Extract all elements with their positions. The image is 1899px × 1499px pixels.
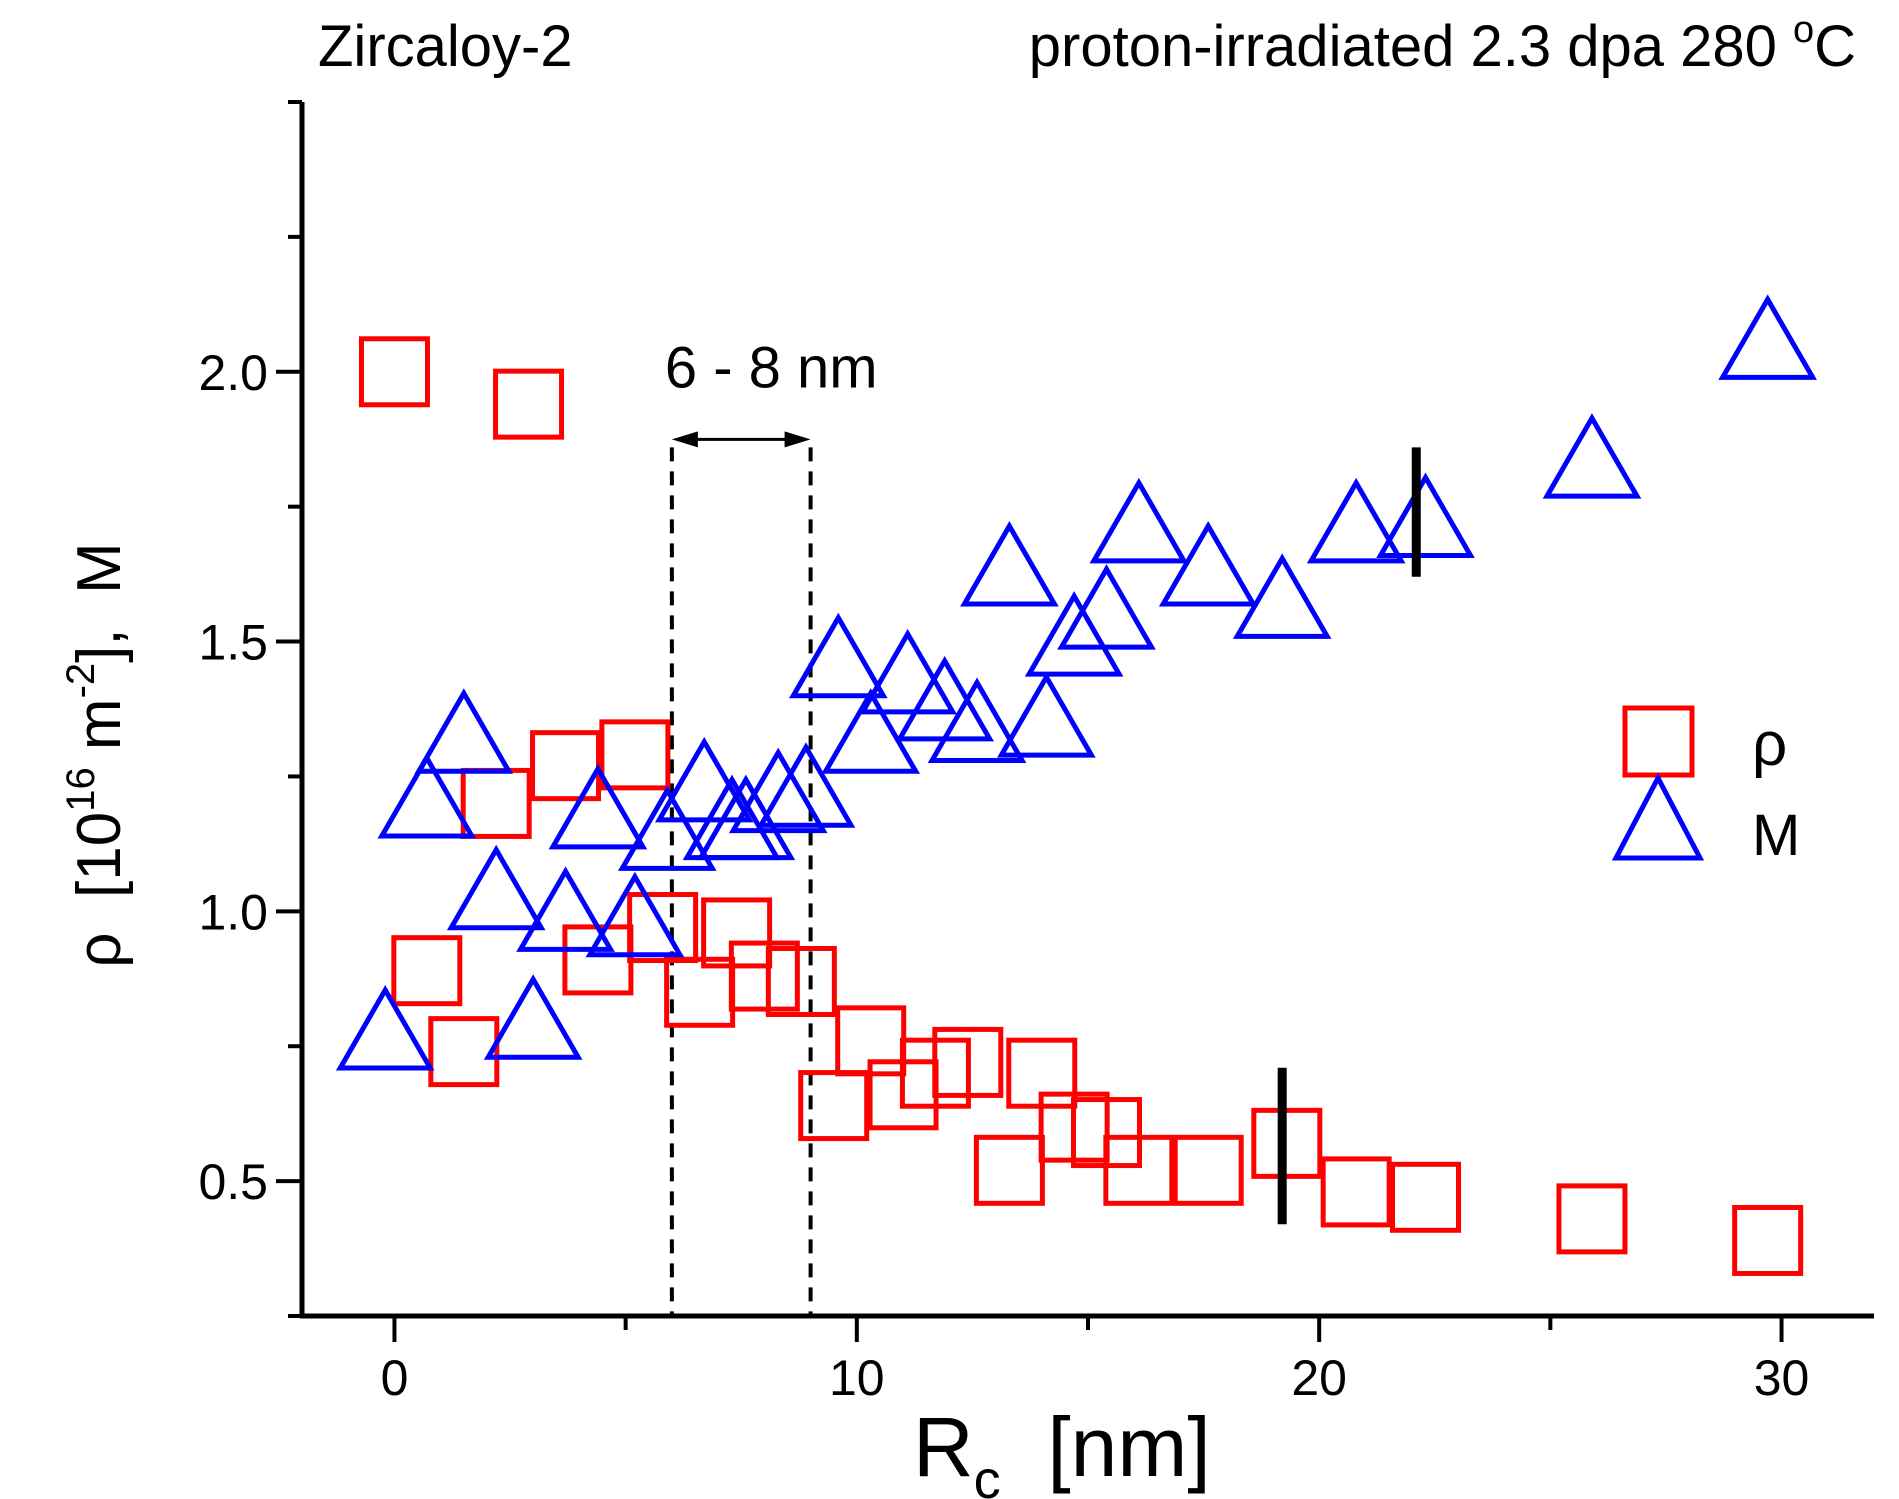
data-point-M <box>1376 472 1475 558</box>
chart-title-right-degree: o <box>1793 9 1814 51</box>
data-point-M <box>414 688 514 774</box>
data-point-rho <box>728 940 800 1012</box>
data-point-rho <box>1390 1161 1462 1233</box>
data-point-rho <box>460 767 532 839</box>
data-point-rho <box>664 956 736 1028</box>
x-axis-label: Rc [nm] <box>913 1400 1211 1499</box>
y-axis-label-sup2: -2 <box>59 663 103 699</box>
data-point-rho <box>428 1016 500 1088</box>
legend-marker-M <box>1611 772 1705 861</box>
data-point-M <box>377 753 477 839</box>
data-point-M <box>335 985 435 1071</box>
chart-title-left: Zircaloy-2 <box>318 14 573 79</box>
data-point-rho <box>1172 1134 1244 1206</box>
data-point-M <box>821 688 921 774</box>
data-point-rho <box>391 935 463 1007</box>
data-point-rho <box>1251 1107 1323 1179</box>
data-point-M <box>516 866 615 952</box>
y-tick-label: 1.0 <box>198 884 268 940</box>
data-point-M <box>617 785 717 871</box>
data-point-M <box>960 521 1059 607</box>
range-arrow-head-left <box>671 431 698 448</box>
data-point-M <box>446 844 546 931</box>
legend: ρ M <box>1611 705 1800 868</box>
data-point-M <box>483 974 583 1060</box>
data-point-M <box>1718 294 1817 380</box>
y-tick-label: 2.0 <box>198 345 268 401</box>
plot-axes <box>276 100 1874 1342</box>
x-axis-label-sub: c <box>974 1450 1001 1499</box>
data-point-M <box>756 742 856 828</box>
range-annotation <box>669 431 813 1316</box>
y-tick-labels: 0.5 1.0 1.5 2.0 <box>198 345 268 1210</box>
data-point-rho <box>1320 1156 1392 1228</box>
data-point-M <box>1024 591 1124 677</box>
y-axis-label-a: ρ [10 <box>65 812 134 968</box>
data-point-M <box>728 747 828 834</box>
x-axis-label-r: R <box>913 1400 974 1494</box>
data-point-rho <box>493 368 565 440</box>
y-axis-label-sup1: 16 <box>59 767 103 812</box>
data-point-rho <box>1732 1204 1804 1276</box>
data-point-rho <box>627 892 699 964</box>
range-label: 6 - 8 nm <box>665 335 878 400</box>
series-M <box>335 294 1817 1071</box>
x-tick-label: 0 <box>381 1350 409 1406</box>
x-tick-label: 30 <box>1754 1350 1810 1406</box>
data-point-rho <box>599 719 671 791</box>
data-point-M <box>927 677 1027 763</box>
legend-label-M: M <box>1752 803 1800 868</box>
data-point-M <box>696 774 796 861</box>
y-tick-label: 0.5 <box>198 1154 268 1210</box>
data-point-rho <box>798 1070 870 1142</box>
y-axis-label: ρ [1016 m-2], M <box>59 542 134 967</box>
chart-title-right-unit: C <box>1814 14 1856 79</box>
data-point-M <box>548 763 648 850</box>
data-point-M <box>789 612 888 699</box>
x-tick-label: 10 <box>829 1350 885 1406</box>
chart-title-right-main: proton-irradiated 2.3 dpa 280 <box>1029 14 1793 79</box>
data-point-rho <box>358 336 430 408</box>
data-point-M <box>997 672 1096 758</box>
data-point-M <box>1057 564 1156 650</box>
error-bars <box>1277 447 1421 1225</box>
series-rho <box>358 336 1804 1276</box>
x-axis-label-unit: [nm] <box>1001 1400 1211 1494</box>
data-point-M <box>585 871 685 958</box>
x-tick-label: 20 <box>1291 1350 1347 1406</box>
data-point-M <box>1232 553 1332 639</box>
data-point-M <box>1089 477 1189 564</box>
chart-title-right: proton-irradiated 2.3 dpa 280 oC <box>1029 9 1856 79</box>
data-point-M <box>1542 413 1642 499</box>
data-point-rho <box>765 945 837 1017</box>
data-point-M <box>654 736 754 823</box>
data-point-rho <box>932 1026 1004 1098</box>
range-arrow-head-right <box>784 431 811 448</box>
y-axis-label-b: m <box>65 698 134 767</box>
legend-label-rho: ρ <box>1752 710 1787 779</box>
data-point-M <box>1306 477 1406 564</box>
data-point-rho <box>701 897 773 969</box>
data-point-M <box>858 628 958 715</box>
data-point-rho <box>1103 1134 1175 1206</box>
data-point-M <box>1158 521 1258 607</box>
data-point-rho <box>1556 1183 1628 1255</box>
y-axis-label-c: ], M <box>65 542 134 663</box>
legend-marker-rho <box>1622 705 1695 778</box>
x-tick-labels: 0 10 20 30 <box>381 1350 1810 1406</box>
y-tick-label: 1.5 <box>198 615 268 671</box>
data-point-rho <box>973 1134 1045 1206</box>
